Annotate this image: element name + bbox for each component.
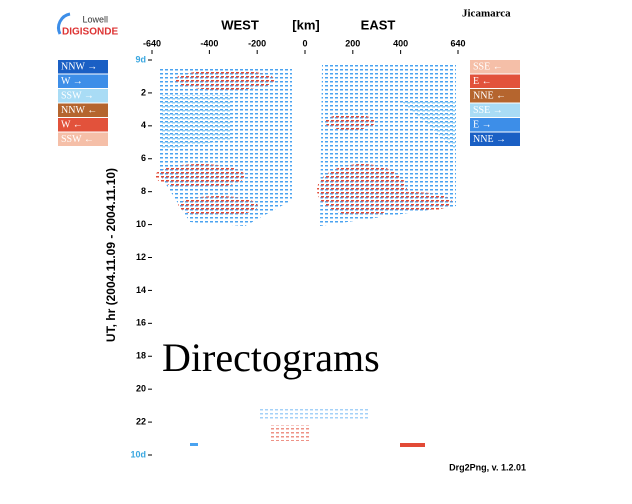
y-tick-label: 20: [136, 384, 146, 394]
y-tick-label: 2: [141, 87, 146, 97]
y-tick-label: 6: [141, 153, 146, 163]
legend-label: SSE ←: [473, 61, 503, 72]
logo-top: Lowell: [82, 14, 108, 24]
y-tick-label: 12: [136, 252, 146, 262]
legend-swatch: [470, 89, 520, 103]
footer: Drg2Png, v. 1.2.01: [449, 462, 526, 472]
legend-label: NNE ←: [473, 90, 506, 101]
legend-label: SSW →: [61, 90, 94, 101]
legend-label: NNE →: [473, 134, 506, 145]
legend-swatch: [58, 89, 108, 103]
x-tick-label: 640: [450, 38, 465, 48]
legend-swatch: [470, 60, 520, 74]
y-tick-label: 10: [136, 219, 146, 229]
legend-swatch: [58, 103, 108, 117]
legend-swatch: [470, 118, 520, 132]
y-tick-label: 9d: [135, 54, 146, 64]
station: Jicamarca: [462, 8, 511, 20]
x-label-east: EAST: [361, 17, 396, 32]
overlay-title: Directograms: [162, 335, 380, 380]
legend-label: W →: [61, 76, 83, 87]
legend-swatch: [58, 74, 108, 88]
y-tick-label: 14: [136, 285, 146, 295]
echo-dots: [155, 64, 456, 447]
y-tick-label: 10d: [130, 449, 146, 459]
x-label-unit: [km]: [292, 17, 319, 32]
legend-label: W ←: [61, 119, 83, 130]
legend-label: E →: [473, 119, 492, 130]
y-tick-label: 22: [136, 416, 146, 426]
y-tick-label: 18: [136, 351, 146, 361]
logo-arc: [57, 12, 71, 35]
y-tick-label: 4: [141, 120, 146, 130]
legend-swatch: [470, 132, 520, 146]
y-tick-label: 16: [136, 318, 146, 328]
y-tick-label: 8: [141, 186, 146, 196]
legend-label: SSE →: [473, 105, 503, 116]
logo-bottom: DIGISONDE: [62, 27, 118, 38]
legend-swatch: [470, 103, 520, 117]
y-label: UT, hr (2004.11.09 - 2004.11.10): [104, 168, 118, 342]
legend-swatch: [58, 118, 108, 132]
x-tick-label: 200: [345, 38, 360, 48]
legend-label: SSW ←: [61, 134, 94, 145]
x-tick-label: 400: [393, 38, 408, 48]
legend-swatch: [58, 132, 108, 146]
legend-label: NNW ←: [61, 105, 97, 116]
x-tick-label: -640: [143, 38, 161, 48]
legend-label: E ←: [473, 76, 492, 87]
x-tick-label: -200: [248, 38, 266, 48]
legend-swatch: [470, 74, 520, 88]
x-tick-label: -400: [200, 38, 218, 48]
x-tick-label: 0: [302, 38, 307, 48]
x-label-west: WEST: [221, 17, 259, 32]
legend-label: NNW →: [61, 61, 97, 72]
legend-swatch: [58, 60, 108, 74]
